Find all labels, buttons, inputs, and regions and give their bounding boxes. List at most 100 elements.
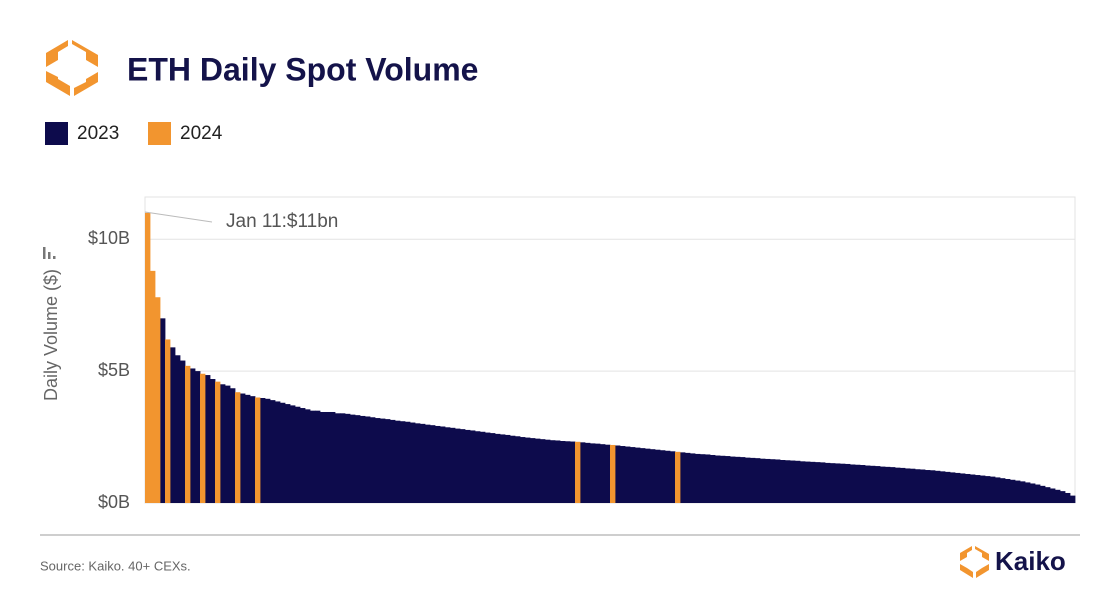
bar [890,467,896,503]
bar [1020,481,1026,503]
bar [635,447,641,503]
bar [670,451,676,503]
source-note: Source: Kaiko. 40+ CEXs. [40,558,191,573]
bar [900,467,906,503]
legend-label: 2024 [180,123,223,144]
bar [590,443,596,503]
bar [610,444,616,503]
bar [760,458,766,503]
bar [940,471,946,503]
bars [145,212,1076,504]
bar [235,392,241,503]
bar [335,413,341,503]
bar [295,406,301,503]
bar [960,473,966,503]
bar [885,466,891,503]
bar [750,457,756,503]
bar [840,463,846,503]
bar [905,468,911,503]
bar [805,461,811,503]
bar [1065,492,1071,503]
y-axis-icon [43,247,56,259]
legend-label: 2023 [77,123,119,144]
bar [205,375,211,503]
bar [500,434,506,503]
bar [570,441,576,503]
bar [1000,478,1006,503]
bar [1040,485,1046,503]
bar [1035,484,1041,503]
bar [495,433,501,503]
bar [615,445,621,503]
bar [245,394,251,503]
bar [565,441,571,503]
bar [290,405,296,503]
bar [260,398,266,503]
bar [490,433,496,503]
bar [1050,488,1056,503]
bar [720,455,726,503]
bar [910,468,916,503]
bar [800,461,806,503]
bar [675,451,681,503]
bar [515,436,521,503]
bar [240,393,246,503]
bar [510,435,516,503]
bar [215,381,221,503]
bar [460,429,466,503]
bar [845,463,851,503]
bar [815,462,821,503]
bar [875,466,881,503]
bar [550,440,556,503]
legend: 2023 2024 [45,122,223,145]
bar [895,467,901,503]
bar [405,421,411,503]
bar [990,476,996,503]
bar [725,456,731,503]
bar [310,410,316,503]
bar [345,413,351,503]
bar [175,355,181,503]
bar [530,438,536,503]
bar [810,461,816,503]
bar [735,456,741,503]
bar [1060,491,1066,503]
brand-name: Kaiko [995,546,1066,576]
annotation-line [144,211,213,223]
bar [780,460,786,503]
bar [640,448,646,503]
bar [210,379,216,503]
bar [370,417,376,503]
bar [415,423,421,503]
bar [145,212,151,504]
bar [685,452,691,503]
bar [605,444,611,503]
bar [795,460,801,503]
bar [975,475,981,503]
bar [765,458,771,503]
bar [755,458,761,503]
bar [870,465,876,503]
bar [585,442,591,503]
bar [935,470,941,503]
bar [820,462,826,503]
bar [540,439,546,503]
bar [455,428,461,503]
bar [560,441,566,503]
bar [505,434,511,503]
bar [535,438,541,503]
bar [710,454,716,503]
bar [785,460,791,503]
bar [690,453,696,503]
bar [385,419,391,503]
bar [360,415,366,503]
bar [430,425,436,503]
chart-title: ETH Daily Spot Volume [127,51,478,87]
bar [450,427,456,503]
bar [380,418,386,503]
bar [865,465,871,503]
annotation: Jan 11:$11bn [226,211,338,232]
